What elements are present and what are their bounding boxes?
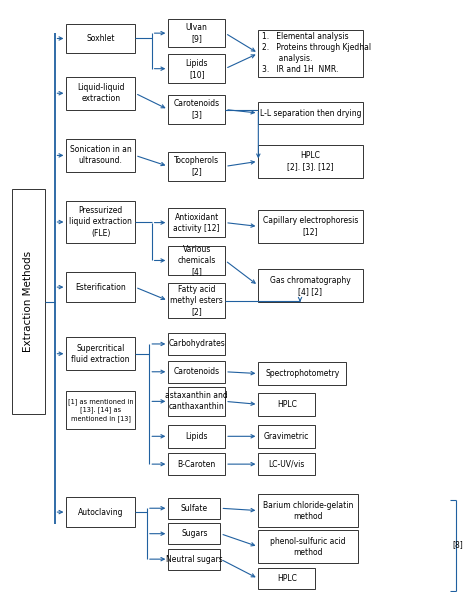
FancyBboxPatch shape [168, 208, 225, 237]
Text: L-L separation then drying: L-L separation then drying [260, 108, 361, 118]
FancyBboxPatch shape [258, 362, 346, 385]
FancyBboxPatch shape [258, 102, 363, 124]
FancyBboxPatch shape [66, 391, 135, 429]
Text: B-Caroten: B-Caroten [178, 459, 216, 469]
Text: Sugars: Sugars [181, 529, 208, 538]
FancyBboxPatch shape [66, 337, 135, 370]
Text: Sonication in an
ultrasound.: Sonication in an ultrasound. [70, 146, 132, 165]
Text: Neutral sugars: Neutral sugars [166, 555, 223, 564]
Text: Tocopherols
[2]: Tocopherols [2] [174, 156, 219, 176]
Text: HPLC
[2]. [3]. [12]: HPLC [2]. [3]. [12] [287, 152, 334, 171]
Text: Sulfate: Sulfate [181, 504, 208, 513]
FancyBboxPatch shape [258, 393, 315, 416]
FancyBboxPatch shape [258, 30, 363, 77]
Text: Lipids: Lipids [185, 432, 208, 441]
FancyBboxPatch shape [66, 272, 135, 302]
Text: Pressurized
liquid extraction
(FLE): Pressurized liquid extraction (FLE) [69, 207, 132, 237]
Text: Fatty acid
methyl esters
[2]: Fatty acid methyl esters [2] [170, 285, 223, 316]
Text: Autoclaving: Autoclaving [78, 507, 123, 517]
Text: LC-UV/vis: LC-UV/vis [269, 459, 305, 469]
Text: Carotenoids: Carotenoids [173, 367, 220, 377]
FancyBboxPatch shape [258, 494, 358, 527]
Text: Capillary electrophoresis
[12]: Capillary electrophoresis [12] [263, 217, 358, 236]
FancyBboxPatch shape [168, 523, 220, 544]
Text: Ulvan
[9]: Ulvan [9] [186, 23, 208, 43]
Text: Spectrophotometry: Spectrophotometry [265, 369, 339, 378]
FancyBboxPatch shape [168, 387, 225, 416]
FancyBboxPatch shape [258, 425, 315, 448]
FancyBboxPatch shape [66, 497, 135, 527]
Text: Lipids
[10]: Lipids [10] [185, 59, 208, 79]
FancyBboxPatch shape [168, 152, 225, 181]
FancyBboxPatch shape [168, 246, 225, 275]
FancyBboxPatch shape [168, 95, 225, 124]
FancyBboxPatch shape [168, 498, 220, 519]
FancyBboxPatch shape [168, 283, 225, 318]
FancyBboxPatch shape [168, 453, 225, 475]
Text: astaxanthin and
canthaxanthin: astaxanthin and canthaxanthin [165, 391, 228, 411]
Text: 1.   Elemental analysis
2.   Proteins through Kjedhal
       analysis.
3.   IR a: 1. Elemental analysis 2. Proteins throug… [262, 32, 371, 75]
Text: Carotenoids
[3]: Carotenoids [3] [173, 99, 220, 120]
Text: Various
chemicals
[4]: Various chemicals [4] [178, 245, 216, 276]
Text: Barium chloride-gelatin
method: Barium chloride-gelatin method [263, 501, 353, 520]
FancyBboxPatch shape [168, 549, 220, 570]
Text: phenol-sulfuric acid
method: phenol-sulfuric acid method [270, 537, 346, 556]
Text: HPLC: HPLC [277, 574, 297, 583]
FancyBboxPatch shape [258, 145, 363, 178]
FancyBboxPatch shape [66, 139, 135, 172]
Text: Supercritical
fluid extraction: Supercritical fluid extraction [72, 344, 130, 363]
Text: Esterification: Esterification [75, 282, 126, 292]
Text: Carbohydrates: Carbohydrates [168, 339, 225, 349]
Text: Soxhlet: Soxhlet [86, 34, 115, 43]
Text: Extraction Methods: Extraction Methods [23, 252, 34, 352]
FancyBboxPatch shape [66, 24, 135, 53]
Text: [8]: [8] [452, 540, 463, 549]
FancyBboxPatch shape [258, 453, 315, 475]
FancyBboxPatch shape [258, 530, 358, 563]
FancyBboxPatch shape [168, 425, 225, 448]
FancyBboxPatch shape [168, 361, 225, 383]
Text: Liquid-liquid
extraction: Liquid-liquid extraction [77, 83, 125, 103]
FancyBboxPatch shape [258, 568, 315, 589]
FancyBboxPatch shape [12, 189, 45, 414]
FancyBboxPatch shape [66, 201, 135, 243]
FancyBboxPatch shape [66, 77, 135, 110]
FancyBboxPatch shape [258, 210, 363, 243]
FancyBboxPatch shape [168, 19, 225, 47]
Text: Antioxidant
activity [12]: Antioxidant activity [12] [173, 213, 220, 233]
Text: [1] as mentioned in
[13]. [14] as
mentioned in [13]: [1] as mentioned in [13]. [14] as mentio… [68, 398, 134, 422]
FancyBboxPatch shape [258, 269, 363, 302]
FancyBboxPatch shape [168, 333, 225, 355]
Text: HPLC: HPLC [277, 400, 297, 409]
Text: Gravimetric: Gravimetric [264, 432, 310, 441]
Text: Gas chromatography
[4] [2]: Gas chromatography [4] [2] [270, 276, 351, 295]
FancyBboxPatch shape [168, 54, 225, 83]
